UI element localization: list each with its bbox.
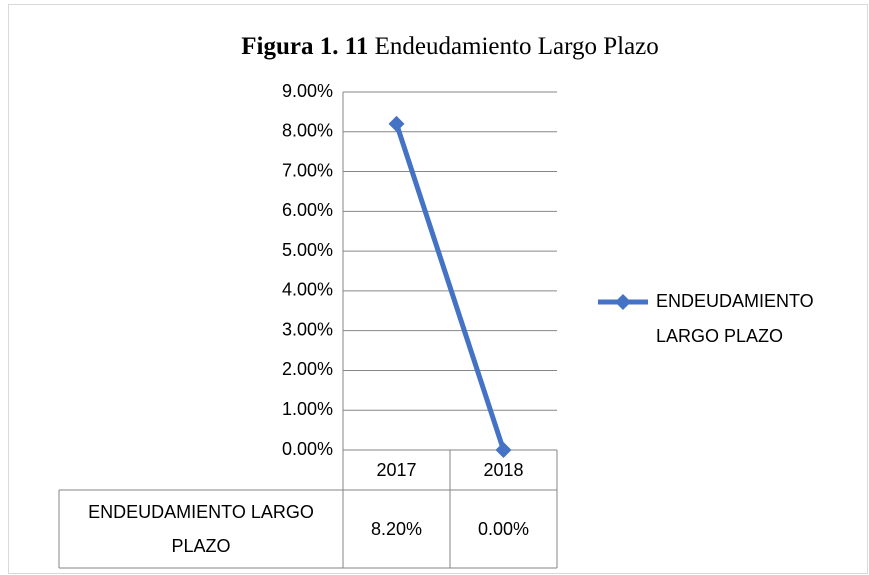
y-tick-label: 8.00% (282, 121, 333, 141)
title-prefix: Figura 1. 11 (241, 33, 368, 60)
text-box: 8.20% (370, 519, 423, 539)
y-tick-label: 9.00% (282, 81, 333, 101)
legend-marker (615, 294, 631, 310)
chart-frame (8, 4, 868, 574)
y-tick-label: 5.00% (282, 240, 333, 260)
text-box: ENDEUDAMIENTO LARGO PLAZO (88, 502, 314, 556)
y-tick-label: 3.00% (282, 319, 333, 339)
legend-label: ENDEUDAMIENTO LARGO PLAZO (656, 291, 814, 346)
y-tick-label: 0.00% (282, 439, 333, 459)
marker (388, 115, 405, 132)
x-tick-label: 2018 (483, 460, 523, 480)
text-box: 0.00% (477, 519, 530, 539)
series-line (394, 123, 506, 451)
y-tick-label: 7.00% (282, 160, 333, 180)
chart-title: Figura 1. 11 Endeudamiento Largo Plazo (241, 33, 659, 60)
y-tick-label: 2.00% (282, 359, 333, 379)
table-value: 8.20% (370, 519, 423, 539)
table-value: 0.00% (477, 519, 530, 539)
x-tick-label: 2017 (376, 460, 416, 480)
title-text: Endeudamiento Largo Plazo (375, 33, 659, 60)
y-tick-label: 6.00% (282, 200, 333, 220)
y-tick-label: 4.00% (282, 280, 333, 300)
table-row-header: ENDEUDAMIENTO LARGO PLAZO (88, 502, 314, 556)
y-tick-label: 1.00% (282, 399, 333, 419)
marker (495, 442, 512, 458)
text-box: ENDEUDAMIENTO LARGO PLAZO (656, 291, 814, 346)
